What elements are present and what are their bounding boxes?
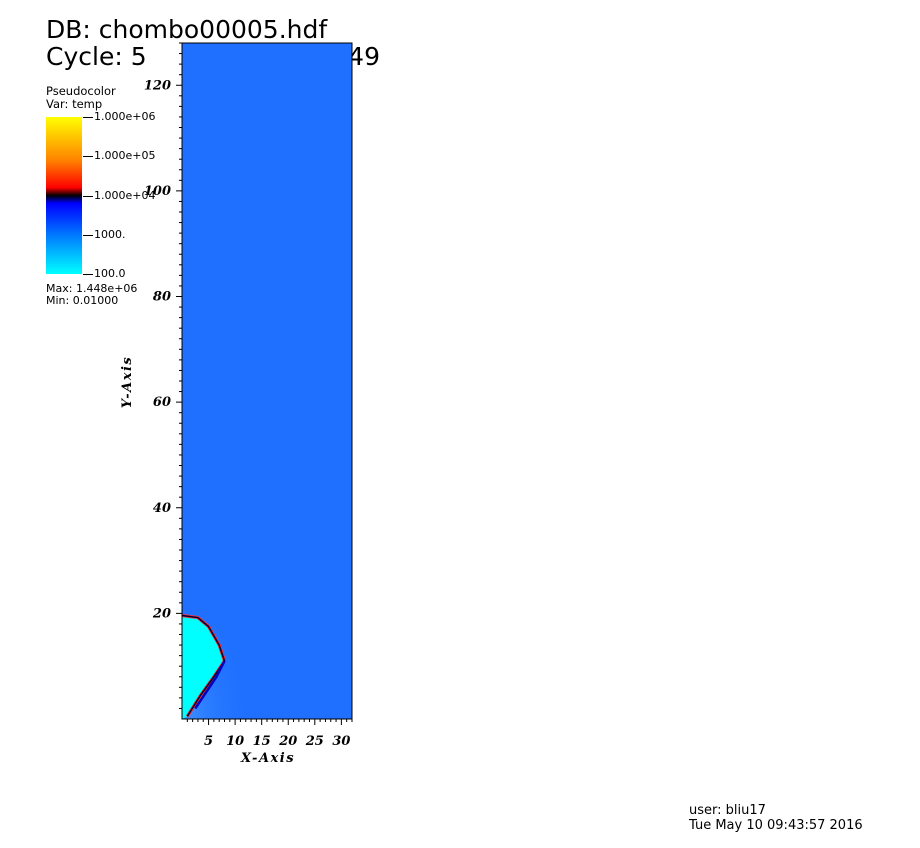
inner-jet-band	[194, 660, 226, 710]
y-tick-label: 60	[153, 395, 171, 410]
y-tick-label: 40	[153, 501, 171, 516]
user-label: user: bliu17	[689, 803, 766, 818]
color-legend-bar	[46, 117, 82, 274]
legend-tick-label: 1000.	[83, 229, 126, 241]
database-title: DB: chombo00005.hdf	[46, 15, 328, 44]
x-tick-label: 10	[226, 734, 244, 749]
hot-region	[182, 615, 225, 719]
legend-min: Min: 0.01000	[46, 294, 119, 307]
legend-tick-label: 100.0	[83, 268, 126, 280]
y-tick-label: 20	[152, 606, 171, 621]
legend-variable: Var: temp	[46, 97, 103, 111]
cycle-label: Cycle: 5	[46, 42, 147, 71]
x-tick-label: 5	[204, 734, 213, 749]
x-axis-title: X-Axis	[240, 751, 295, 766]
date-label: Tue May 10 09:43:57 2016	[689, 818, 863, 833]
legend-plot-type: Pseudocolor	[46, 84, 116, 98]
legend-tick-label: 1.000e+05	[83, 150, 155, 162]
y-axis-title: Y-Axis	[120, 356, 135, 408]
legend-tick-label: 1.000e+06	[83, 111, 155, 123]
shock-front-inner	[181, 614, 226, 717]
legend-tick-label: 1.000e+04	[83, 190, 155, 202]
x-tick-label: 15	[253, 734, 271, 749]
y-tick-label: 120	[144, 78, 171, 93]
legend-max: Max: 1.448e+06	[46, 282, 138, 295]
x-tick-label: 20	[278, 734, 297, 749]
y-tick-label: 80	[153, 290, 171, 305]
y-tick-label: 100	[144, 184, 171, 199]
x-tick-label: 30	[332, 734, 350, 749]
x-tick-label: 25	[305, 734, 324, 749]
